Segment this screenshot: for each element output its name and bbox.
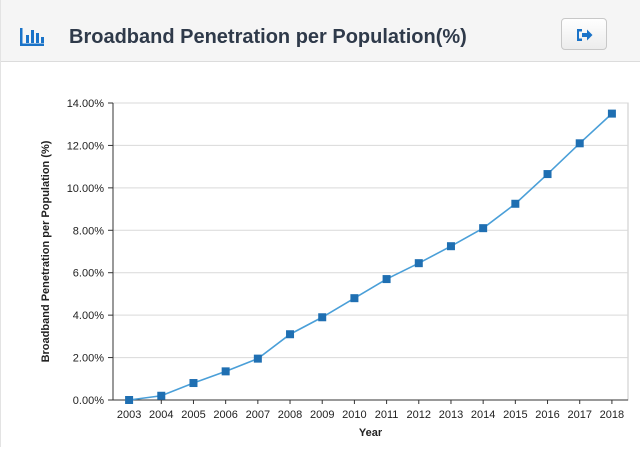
data-point[interactable] xyxy=(543,170,552,179)
y-tick-label: 14.00% xyxy=(67,98,105,110)
x-tick-label: 2018 xyxy=(600,409,624,421)
x-tick-label: 2010 xyxy=(342,409,366,421)
export-icon xyxy=(577,29,593,41)
data-point[interactable] xyxy=(157,391,166,400)
data-point[interactable] xyxy=(125,396,134,404)
x-tick-label: 2005 xyxy=(181,409,205,421)
x-tick-label: 2014 xyxy=(471,409,495,421)
plot-area xyxy=(112,102,629,401)
data-point[interactable] xyxy=(446,242,455,251)
y-tick-label: 2.00% xyxy=(73,353,104,365)
data-point[interactable] xyxy=(511,199,520,208)
data-point[interactable] xyxy=(318,313,327,322)
x-tick-label: 2016 xyxy=(535,409,559,421)
x-tick-label: 2006 xyxy=(213,409,237,421)
y-tick-label: 0.00% xyxy=(73,395,104,407)
y-tick-label: 10.00% xyxy=(67,183,105,195)
x-tick-label: 2015 xyxy=(503,409,527,421)
data-point[interactable] xyxy=(575,139,584,148)
y-tick-label: 8.00% xyxy=(73,225,104,237)
data-point[interactable] xyxy=(253,354,262,363)
panel-title: Broadband Penetration per Population(%) xyxy=(69,26,467,48)
series-line xyxy=(128,113,613,401)
export-button[interactable] xyxy=(561,18,607,50)
data-point[interactable] xyxy=(414,259,423,268)
x-tick-label: 2003 xyxy=(117,409,141,421)
data-point[interactable] xyxy=(607,109,616,118)
x-tick-label: 2009 xyxy=(310,409,334,421)
x-tick-label: 2007 xyxy=(246,409,270,421)
x-tick-label: 2012 xyxy=(407,409,431,421)
chart-area: 0.00% 2.00% 4.00% 6.00% 8.00% 10.00% 12.00% 14.… xyxy=(1,62,640,447)
x-tick-label: 2017 xyxy=(567,409,591,421)
data-point[interactable] xyxy=(479,224,488,233)
panel-header: Broadband Penetration per Population(%) xyxy=(1,0,640,62)
x-tick-label: 2013 xyxy=(439,409,463,421)
y-tick-label: 4.00% xyxy=(73,310,104,322)
data-point[interactable] xyxy=(221,367,230,376)
data-point[interactable] xyxy=(350,294,359,303)
x-axis-title: Year xyxy=(359,427,383,439)
x-tick-label: 2004 xyxy=(149,409,173,421)
x-tick-label: 2011 xyxy=(375,409,399,421)
line-chart: 0.00% 2.00% 4.00% 6.00% 8.00% 10.00% 12.00% 14.… xyxy=(40,98,629,439)
data-point[interactable] xyxy=(189,379,198,388)
bar-chart-icon xyxy=(20,28,44,46)
data-point[interactable] xyxy=(286,330,295,339)
y-tick-label: 12.00% xyxy=(67,140,105,152)
data-point[interactable] xyxy=(382,275,391,284)
y-axis-title: Broadband Penetration per Population (%) xyxy=(40,140,52,362)
x-tick-label: 2008 xyxy=(278,409,302,421)
y-tick-label: 6.00% xyxy=(73,268,104,280)
